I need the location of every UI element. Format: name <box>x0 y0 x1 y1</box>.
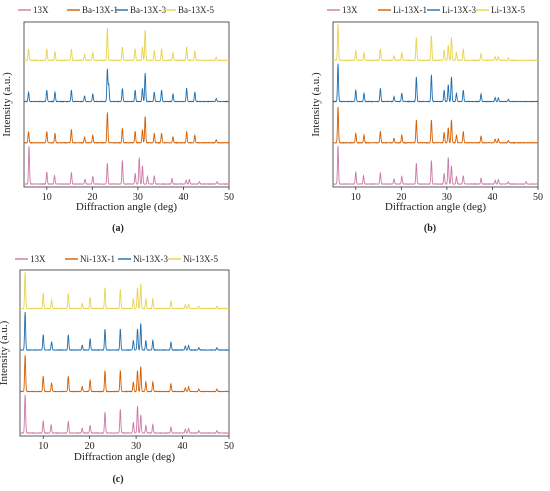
x-tick-label: 20 <box>87 192 97 203</box>
x-tick-label: 40 <box>178 192 188 203</box>
series-line-li-13x-3 <box>332 63 539 103</box>
series-line-ni-13x-5 <box>19 272 230 310</box>
chart-panel-b: 10 20 30 40 50 Diffraction angle (deg) Intensi… <box>310 5 543 234</box>
plot-frame <box>19 269 230 437</box>
chart-panel-c: 10 20 30 40 50 Diffraction angle (deg) Intensi… <box>0 254 234 485</box>
x-axis-title: Diffraction angle (deg) <box>74 451 176 463</box>
panel-caption: (c) <box>112 474 123 485</box>
x-axis-title: Diffraction angle (deg) <box>385 201 487 213</box>
legend-label: Ni-13X-1 <box>80 254 115 264</box>
plot-frame <box>23 21 230 188</box>
series-line-13x <box>23 146 230 186</box>
series-line-ni-13x-3 <box>19 311 230 352</box>
x-tick-label: 10 <box>42 192 52 203</box>
chart-panel-a: 10 20 30 40 50 Diffraction angle (deg) Intensi… <box>1 5 234 234</box>
legend-label: Li-13X-3 <box>442 5 476 15</box>
series-line-ba-13x-3 <box>23 68 230 103</box>
series-line-13x <box>332 145 539 186</box>
x-tick-label: 30 <box>442 192 452 203</box>
legend-label: Ba-13X-1 <box>82 5 118 15</box>
panel-caption: (b) <box>424 223 436 234</box>
y-axis-title: Intensity (a.u.) <box>1 72 13 137</box>
legend-label: Li-13X-1 <box>393 5 427 15</box>
x-tick-label: 10 <box>351 192 361 203</box>
legend-label: Ni-13X-5 <box>183 254 218 264</box>
series-line-li-13x-5 <box>332 24 539 62</box>
series-line-ba-13x-1 <box>23 112 230 144</box>
series-line-ba-13x-5 <box>23 27 230 62</box>
plot-frame <box>332 21 539 188</box>
x-tick-label: 30 <box>133 192 143 203</box>
x-tick-label: 40 <box>178 441 188 452</box>
y-axis-title: Intensity (a.u.) <box>310 72 322 137</box>
legend-label: 13X <box>33 5 49 15</box>
legend-label: 13X <box>342 5 358 15</box>
x-tick-label: 20 <box>85 441 95 452</box>
legend-label: Ba-13X-3 <box>130 5 166 15</box>
x-axis-title: Diffraction angle (deg) <box>76 201 178 213</box>
x-tick-label: 20 <box>396 192 406 203</box>
x-tick-label: 50 <box>533 192 543 203</box>
series-line-13x <box>19 394 230 435</box>
series-line-ni-13x-1 <box>19 355 230 393</box>
y-axis-title: Intensity (a.u.) <box>0 320 10 385</box>
series-line-li-13x-1 <box>332 106 539 144</box>
legend-label: 13X <box>30 254 46 264</box>
legend-label: Ba-13X-5 <box>178 5 214 15</box>
x-tick-label: 50 <box>224 192 234 203</box>
panel-caption: (a) <box>112 223 124 234</box>
legend-label: Li-13X-5 <box>491 5 525 15</box>
x-tick-label: 40 <box>487 192 497 203</box>
x-tick-label: 50 <box>224 441 234 452</box>
legend-label: Ni-13X-3 <box>133 254 168 264</box>
x-tick-label: 10 <box>38 441 48 452</box>
x-tick-label: 30 <box>131 441 141 452</box>
